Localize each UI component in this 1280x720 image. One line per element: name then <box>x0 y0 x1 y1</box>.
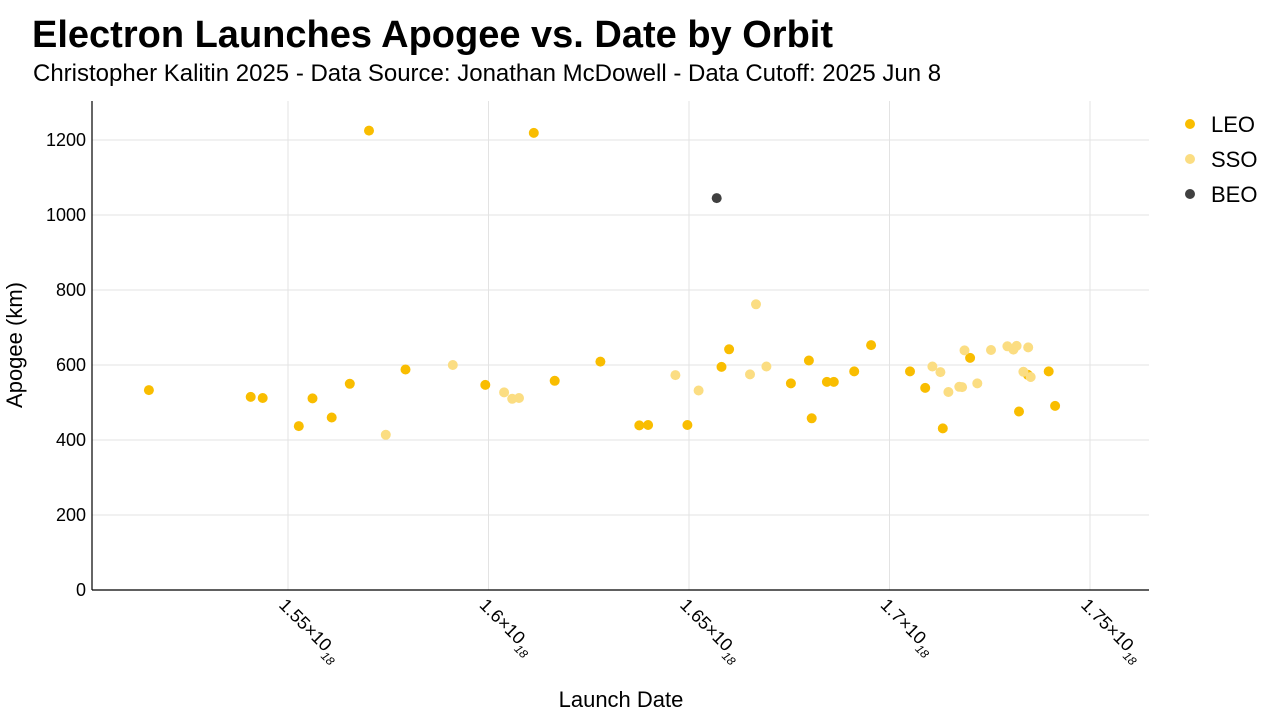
y-tick-labels: 0 200 400 600 800 1000 1200 <box>46 130 86 600</box>
data-point-leo[interactable] <box>1043 366 1054 377</box>
data-point-sso[interactable] <box>670 370 681 381</box>
data-point-sso[interactable] <box>957 382 968 393</box>
x-tick-labels: 1.55×1018 1.6×1018 1.65×1018 1.7×1018 1.75×1… <box>272 595 1148 669</box>
data-point-leo[interactable] <box>920 382 931 393</box>
data-point-sso[interactable] <box>745 369 755 380</box>
data-point-leo[interactable] <box>724 344 735 355</box>
x-tick-label: 1.75×1018 <box>1074 595 1148 669</box>
data-point-sso[interactable] <box>514 393 524 403</box>
data-point-sso[interactable] <box>1018 366 1029 377</box>
y-tick-label: 1000 <box>46 205 86 225</box>
data-point-sso[interactable] <box>972 378 983 389</box>
data-point-leo[interactable] <box>821 376 832 387</box>
data-point-leo[interactable] <box>905 366 915 377</box>
data-point-leo[interactable] <box>595 356 606 367</box>
data-point-sso[interactable] <box>986 345 996 355</box>
data-point-leo[interactable] <box>307 393 318 404</box>
data-point-leo[interactable] <box>866 340 877 351</box>
legend: LEO SSO BEO <box>1185 112 1257 207</box>
data-point-leo[interactable] <box>643 420 654 430</box>
data-point-leo[interactable] <box>257 393 268 403</box>
y-tick-label: 800 <box>56 280 86 300</box>
data-point-leo[interactable] <box>828 376 839 387</box>
data-point-leo[interactable] <box>965 352 976 363</box>
chart-subtitle: Christopher Kalitin 2025 - Data Source: … <box>33 60 942 87</box>
data-point-beo[interactable] <box>711 193 722 204</box>
data-point-leo[interactable] <box>937 423 948 434</box>
data-point-sso[interactable] <box>935 367 946 378</box>
data-point-leo[interactable] <box>528 127 539 138</box>
y-tick-label: 600 <box>56 355 86 375</box>
data-point-leo[interactable] <box>143 385 154 396</box>
data-point-leo[interactable] <box>293 421 304 432</box>
data-point-sso[interactable] <box>751 299 761 310</box>
legend-label-sso: SSO <box>1211 147 1257 172</box>
data-point-sso[interactable] <box>447 360 458 370</box>
data-point-sso[interactable] <box>959 345 970 356</box>
data-point-leo[interactable] <box>326 412 337 423</box>
grid <box>92 101 1149 590</box>
data-point-sso[interactable] <box>761 361 772 372</box>
data-point-sso[interactable] <box>927 361 938 372</box>
data-point-leo[interactable] <box>549 375 560 386</box>
legend-label-beo: BEO <box>1211 182 1257 207</box>
data-point-sso[interactable] <box>1025 372 1036 382</box>
data-point-leo[interactable] <box>806 413 817 424</box>
y-tick-label: 0 <box>76 580 86 600</box>
data-point-sso[interactable] <box>499 387 510 398</box>
axes <box>91 101 1149 591</box>
data-point-sso[interactable] <box>693 385 704 396</box>
y-tick-label: 1200 <box>46 130 86 150</box>
data-point-leo[interactable] <box>364 125 374 136</box>
data-point-sso[interactable] <box>943 387 954 397</box>
data-point-leo[interactable] <box>1014 406 1024 417</box>
data-point-leo[interactable] <box>803 355 814 366</box>
data-point-leo[interactable] <box>400 364 411 375</box>
data-points <box>143 125 1061 440</box>
y-axis-title: Apogee (km) <box>2 282 27 408</box>
data-point-sso[interactable] <box>1023 342 1034 353</box>
chart-title: Electron Launches Apogee vs. Date by Orb… <box>32 14 834 56</box>
y-tick-label: 400 <box>56 430 86 450</box>
data-point-leo[interactable] <box>716 361 727 372</box>
legend-marker-leo <box>1185 119 1195 129</box>
legend-marker-sso <box>1185 154 1195 164</box>
x-tick-label: 1.6×1018 <box>472 595 539 662</box>
x-tick-label: 1.7×1018 <box>873 595 940 662</box>
x-tick-label: 1.55×1018 <box>272 595 346 669</box>
x-axis-title: Launch Date <box>559 687 684 712</box>
data-point-leo[interactable] <box>682 420 693 430</box>
data-point-leo[interactable] <box>849 366 860 377</box>
data-point-sso[interactable] <box>380 429 391 440</box>
y-tick-label: 200 <box>56 505 86 525</box>
legend-label-leo: LEO <box>1211 112 1255 137</box>
data-point-sso[interactable] <box>1011 340 1022 351</box>
data-point-leo[interactable] <box>245 391 256 402</box>
data-point-leo[interactable] <box>344 378 355 389</box>
x-tick-label: 1.65×1018 <box>673 595 747 669</box>
data-point-leo[interactable] <box>480 379 491 390</box>
data-point-leo[interactable] <box>634 420 645 431</box>
data-point-leo[interactable] <box>1050 400 1061 411</box>
data-point-leo[interactable] <box>785 378 796 389</box>
legend-marker-beo <box>1185 189 1195 199</box>
